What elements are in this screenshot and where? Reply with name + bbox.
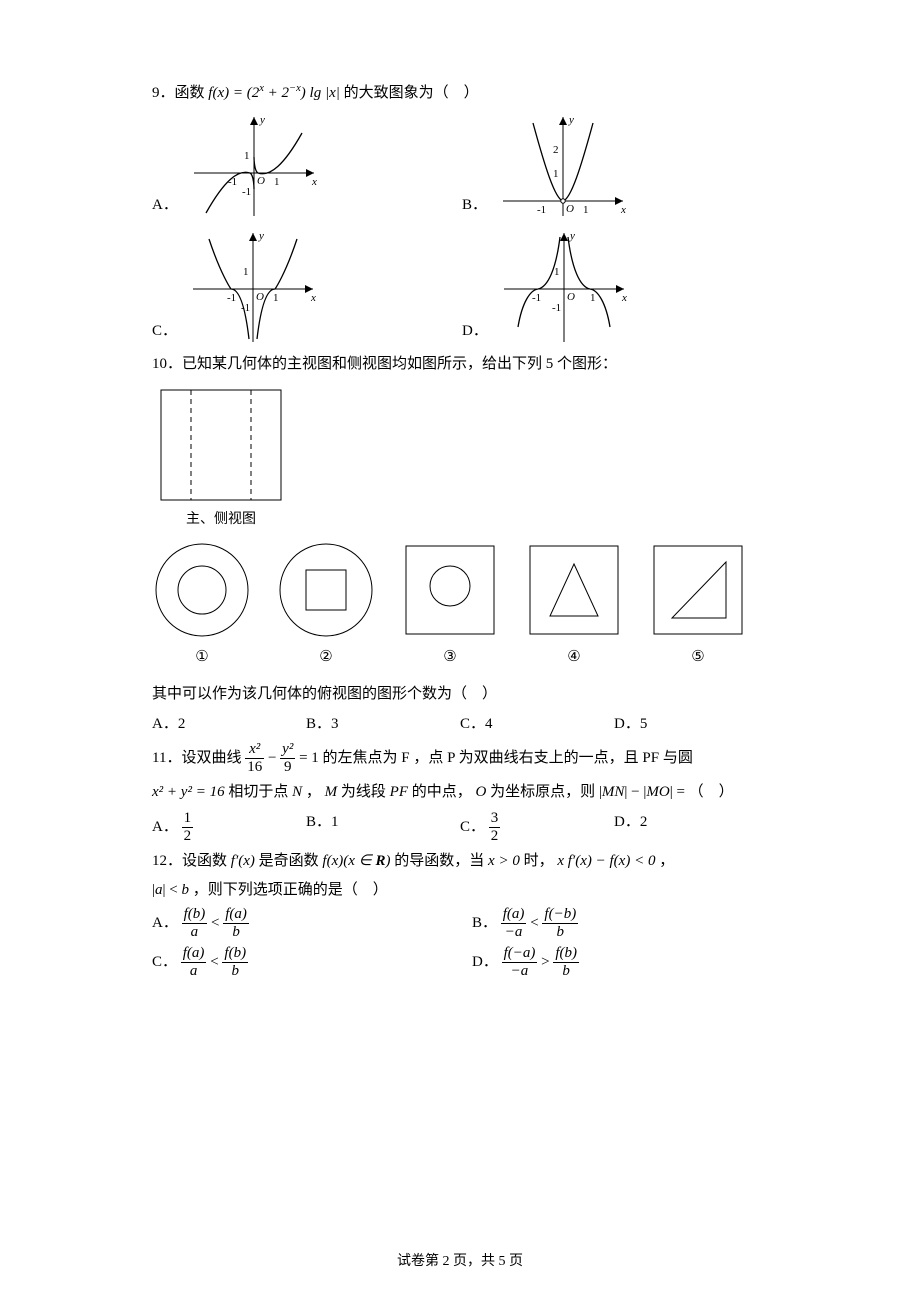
q12-opt-b: B． f(a)−a < f(−b)b xyxy=(472,907,768,940)
q10-label-5: ⑤ xyxy=(648,646,748,669)
svg-text:x: x xyxy=(310,292,316,304)
q12-row1: A． f(b)a < f(a)b B． f(a)−a < f(−b)b xyxy=(152,907,768,940)
svg-text:1: 1 xyxy=(274,176,280,188)
svg-text:x: x xyxy=(620,204,626,216)
q11-m2: = 1 的左焦点为 F ，点 P 为双曲线右支上的一点，且 PF 与圆 xyxy=(299,749,693,765)
q10-main-view: 主、侧视图 xyxy=(156,385,768,530)
svg-text:1: 1 xyxy=(590,292,596,304)
q11-f2d: 9 xyxy=(280,759,295,775)
page-footer: 试卷第 2 页，共 5 页 xyxy=(0,1251,920,1272)
q10-opt-d: D．5 xyxy=(614,713,768,736)
q9-choice-b-label: B． xyxy=(462,194,487,221)
q11-opt-c: C． 32 xyxy=(460,811,614,844)
q11-line2: x² + y² = 16 相切于点 N ， M 为线段 PF 的中点， O 为坐… xyxy=(152,781,768,804)
q10-label-2: ② xyxy=(276,646,376,669)
q10-caption: 主、侧视图 xyxy=(156,509,286,530)
q10-question: 其中可以作为该几何体的俯视图的图形个数为（ ） xyxy=(152,683,768,706)
svg-text:-1: -1 xyxy=(532,292,541,304)
svg-text:y: y xyxy=(258,230,264,242)
q11-m1: − xyxy=(268,749,280,765)
svg-text:O: O xyxy=(567,291,575,303)
svg-text:-1: -1 xyxy=(227,292,236,304)
q10-stem: 10．已知某几何体的主视图和侧视图均如图所示，给出下列 5 个图形： xyxy=(152,353,768,376)
q10-label-4: ④ xyxy=(524,646,624,669)
svg-text:y: y xyxy=(569,230,575,242)
q9-row2: C． y x 1 -1 -1 1 O D． xyxy=(152,227,768,347)
q9-graph-b: y x 2 1 -1 1 O xyxy=(493,111,633,221)
svg-text:y: y xyxy=(568,114,574,126)
q10-shape-1 xyxy=(152,540,252,640)
q10-opt-c: C．4 xyxy=(460,713,614,736)
svg-text:1: 1 xyxy=(553,168,559,180)
q12-line1: 12．设函数 f′(x) 是奇函数 f(x)(x ∈ R) 的导函数，当 x >… xyxy=(152,850,768,873)
svg-text:O: O xyxy=(257,175,265,187)
q10-shape-4 xyxy=(524,540,624,640)
q10-shape-3 xyxy=(400,540,500,640)
q9-graph-a: y x 1 -1 -1 1 O y x 1 -1 -1 1 O xyxy=(184,111,324,221)
svg-text:1: 1 xyxy=(273,292,279,304)
q9-prefix: 9．函数 xyxy=(152,85,208,101)
q9-choice-a-label: A． xyxy=(152,194,178,221)
q11-opt-d: D．2 xyxy=(614,811,768,844)
q12-line2: |a| < b ，则下列选项正确的是（ ） xyxy=(152,879,768,902)
svg-text:-1: -1 xyxy=(242,186,251,198)
q9-row1: A． y x 1 -1 -1 1 O y x xyxy=(152,111,768,221)
q11-f1n: x² xyxy=(245,742,264,759)
svg-text:1: 1 xyxy=(243,266,249,278)
q9-choice-c-label: C． xyxy=(152,320,177,347)
svg-text:1: 1 xyxy=(583,204,589,216)
svg-text:y: y xyxy=(259,114,265,126)
q9-stem: 9．函数 f(x) = (2x + 2−x) lg |x| 的大致图象为（ ） xyxy=(152,82,768,105)
svg-text:x: x xyxy=(621,292,627,304)
q11-f1d: 16 xyxy=(245,759,264,775)
q12-opt-a: A． f(b)a < f(a)b xyxy=(152,907,472,940)
q11-opt-a: A． 12 xyxy=(152,811,306,844)
q10-shape-2 xyxy=(276,540,376,640)
q10-options: A．2 B．3 C．4 D．5 xyxy=(152,713,768,736)
q11-f2n: y² xyxy=(280,742,295,759)
svg-text:-1: -1 xyxy=(552,302,561,314)
q12-opt-d: D． f(−a)−a > f(b)b xyxy=(472,946,768,979)
svg-text:O: O xyxy=(566,203,574,215)
q12-row2: C． f(a)a < f(b)b D． f(−a)−a > f(b)b xyxy=(152,946,768,979)
q10-opt-a: A．2 xyxy=(152,713,306,736)
q10-opt-b: B．3 xyxy=(306,713,460,736)
q10-label-3: ③ xyxy=(400,646,500,669)
svg-text:2: 2 xyxy=(553,144,559,156)
q11-opt-b: B．1 xyxy=(306,811,460,844)
q9-formula: f(x) = (2x + 2−x) lg |x| xyxy=(208,85,340,101)
q12-opt-c: C． f(a)a < f(b)b xyxy=(152,946,472,979)
q9-graph-d: y x 1 -1 -1 1 O xyxy=(494,227,634,347)
svg-text:1: 1 xyxy=(554,266,560,278)
q11-line1: 11．设双曲线 x²16 − y²9 = 1 的左焦点为 F ，点 P 为双曲线… xyxy=(152,742,768,775)
q9-graph-c: y x 1 -1 -1 1 O xyxy=(183,227,323,347)
svg-text:O: O xyxy=(256,291,264,303)
svg-text:1: 1 xyxy=(244,150,250,162)
q10-shapes: ① ② ③ ④ xyxy=(152,540,768,669)
q10-label-1: ① xyxy=(152,646,252,669)
q10-shape-5 xyxy=(648,540,748,640)
svg-text:-1: -1 xyxy=(537,204,546,216)
q11-options: A． 12 B．1 C． 32 D．2 xyxy=(152,811,768,844)
q9-suffix: 的大致图象为（ ） xyxy=(344,85,479,101)
q9-choice-d-label: D． xyxy=(462,320,488,347)
q11-pre: 11．设双曲线 xyxy=(152,749,245,765)
svg-text:x: x xyxy=(311,176,317,188)
